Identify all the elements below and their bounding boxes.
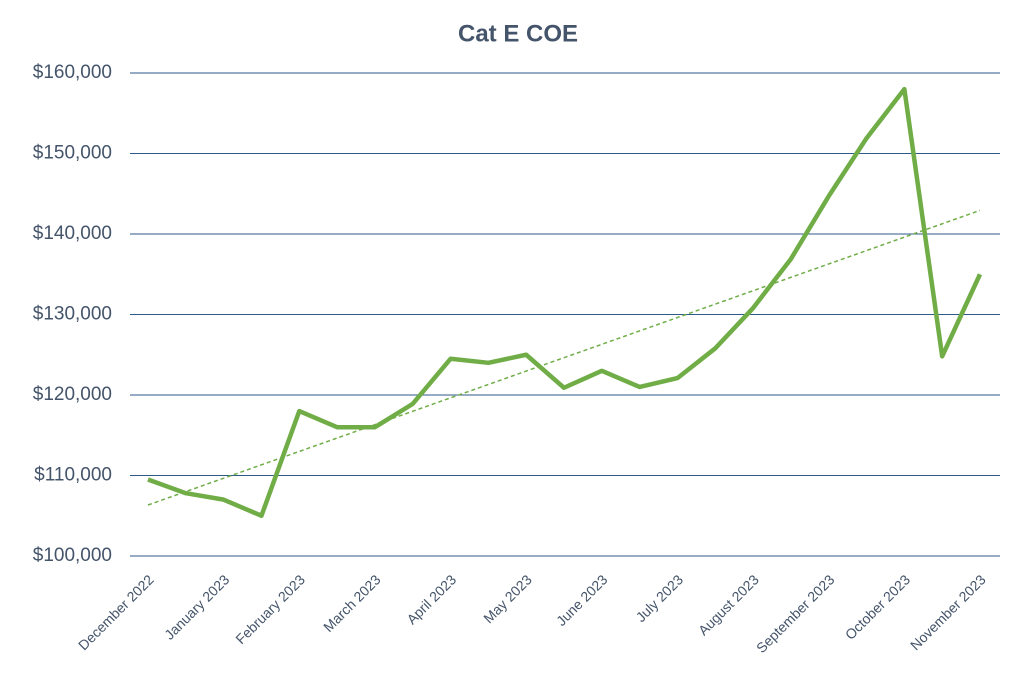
x-tick-label: March 2023 (320, 571, 384, 635)
x-tick-label: December 2022 (75, 571, 157, 653)
y-tick-label: $100,000 (33, 545, 112, 566)
x-tick-label: April 2023 (403, 571, 459, 627)
x-tick-label: May 2023 (480, 571, 535, 626)
x-tick-label: August 2023 (695, 571, 762, 638)
trendline (147, 209, 981, 506)
x-tick-label: July 2023 (632, 571, 686, 625)
chart-title: Cat E COE (458, 20, 578, 47)
x-tick-label: January 2023 (161, 571, 232, 642)
y-tick-label: $130,000 (33, 304, 112, 325)
x-tick-label: October 2023 (842, 571, 913, 642)
x-tick-label: November 2023 (907, 571, 989, 653)
data-line (147, 86, 983, 518)
y-tick-label: $160,000 (33, 62, 112, 83)
x-tick-label: September 2023 (753, 571, 838, 656)
x-tick-label: February 2023 (232, 571, 308, 647)
x-tick-label: June 2023 (553, 571, 611, 629)
y-tick-label: $120,000 (33, 384, 112, 405)
y-tick-label: $140,000 (33, 223, 112, 244)
y-tick-label: $110,000 (34, 465, 112, 486)
y-tick-label: $150,000 (33, 143, 112, 164)
